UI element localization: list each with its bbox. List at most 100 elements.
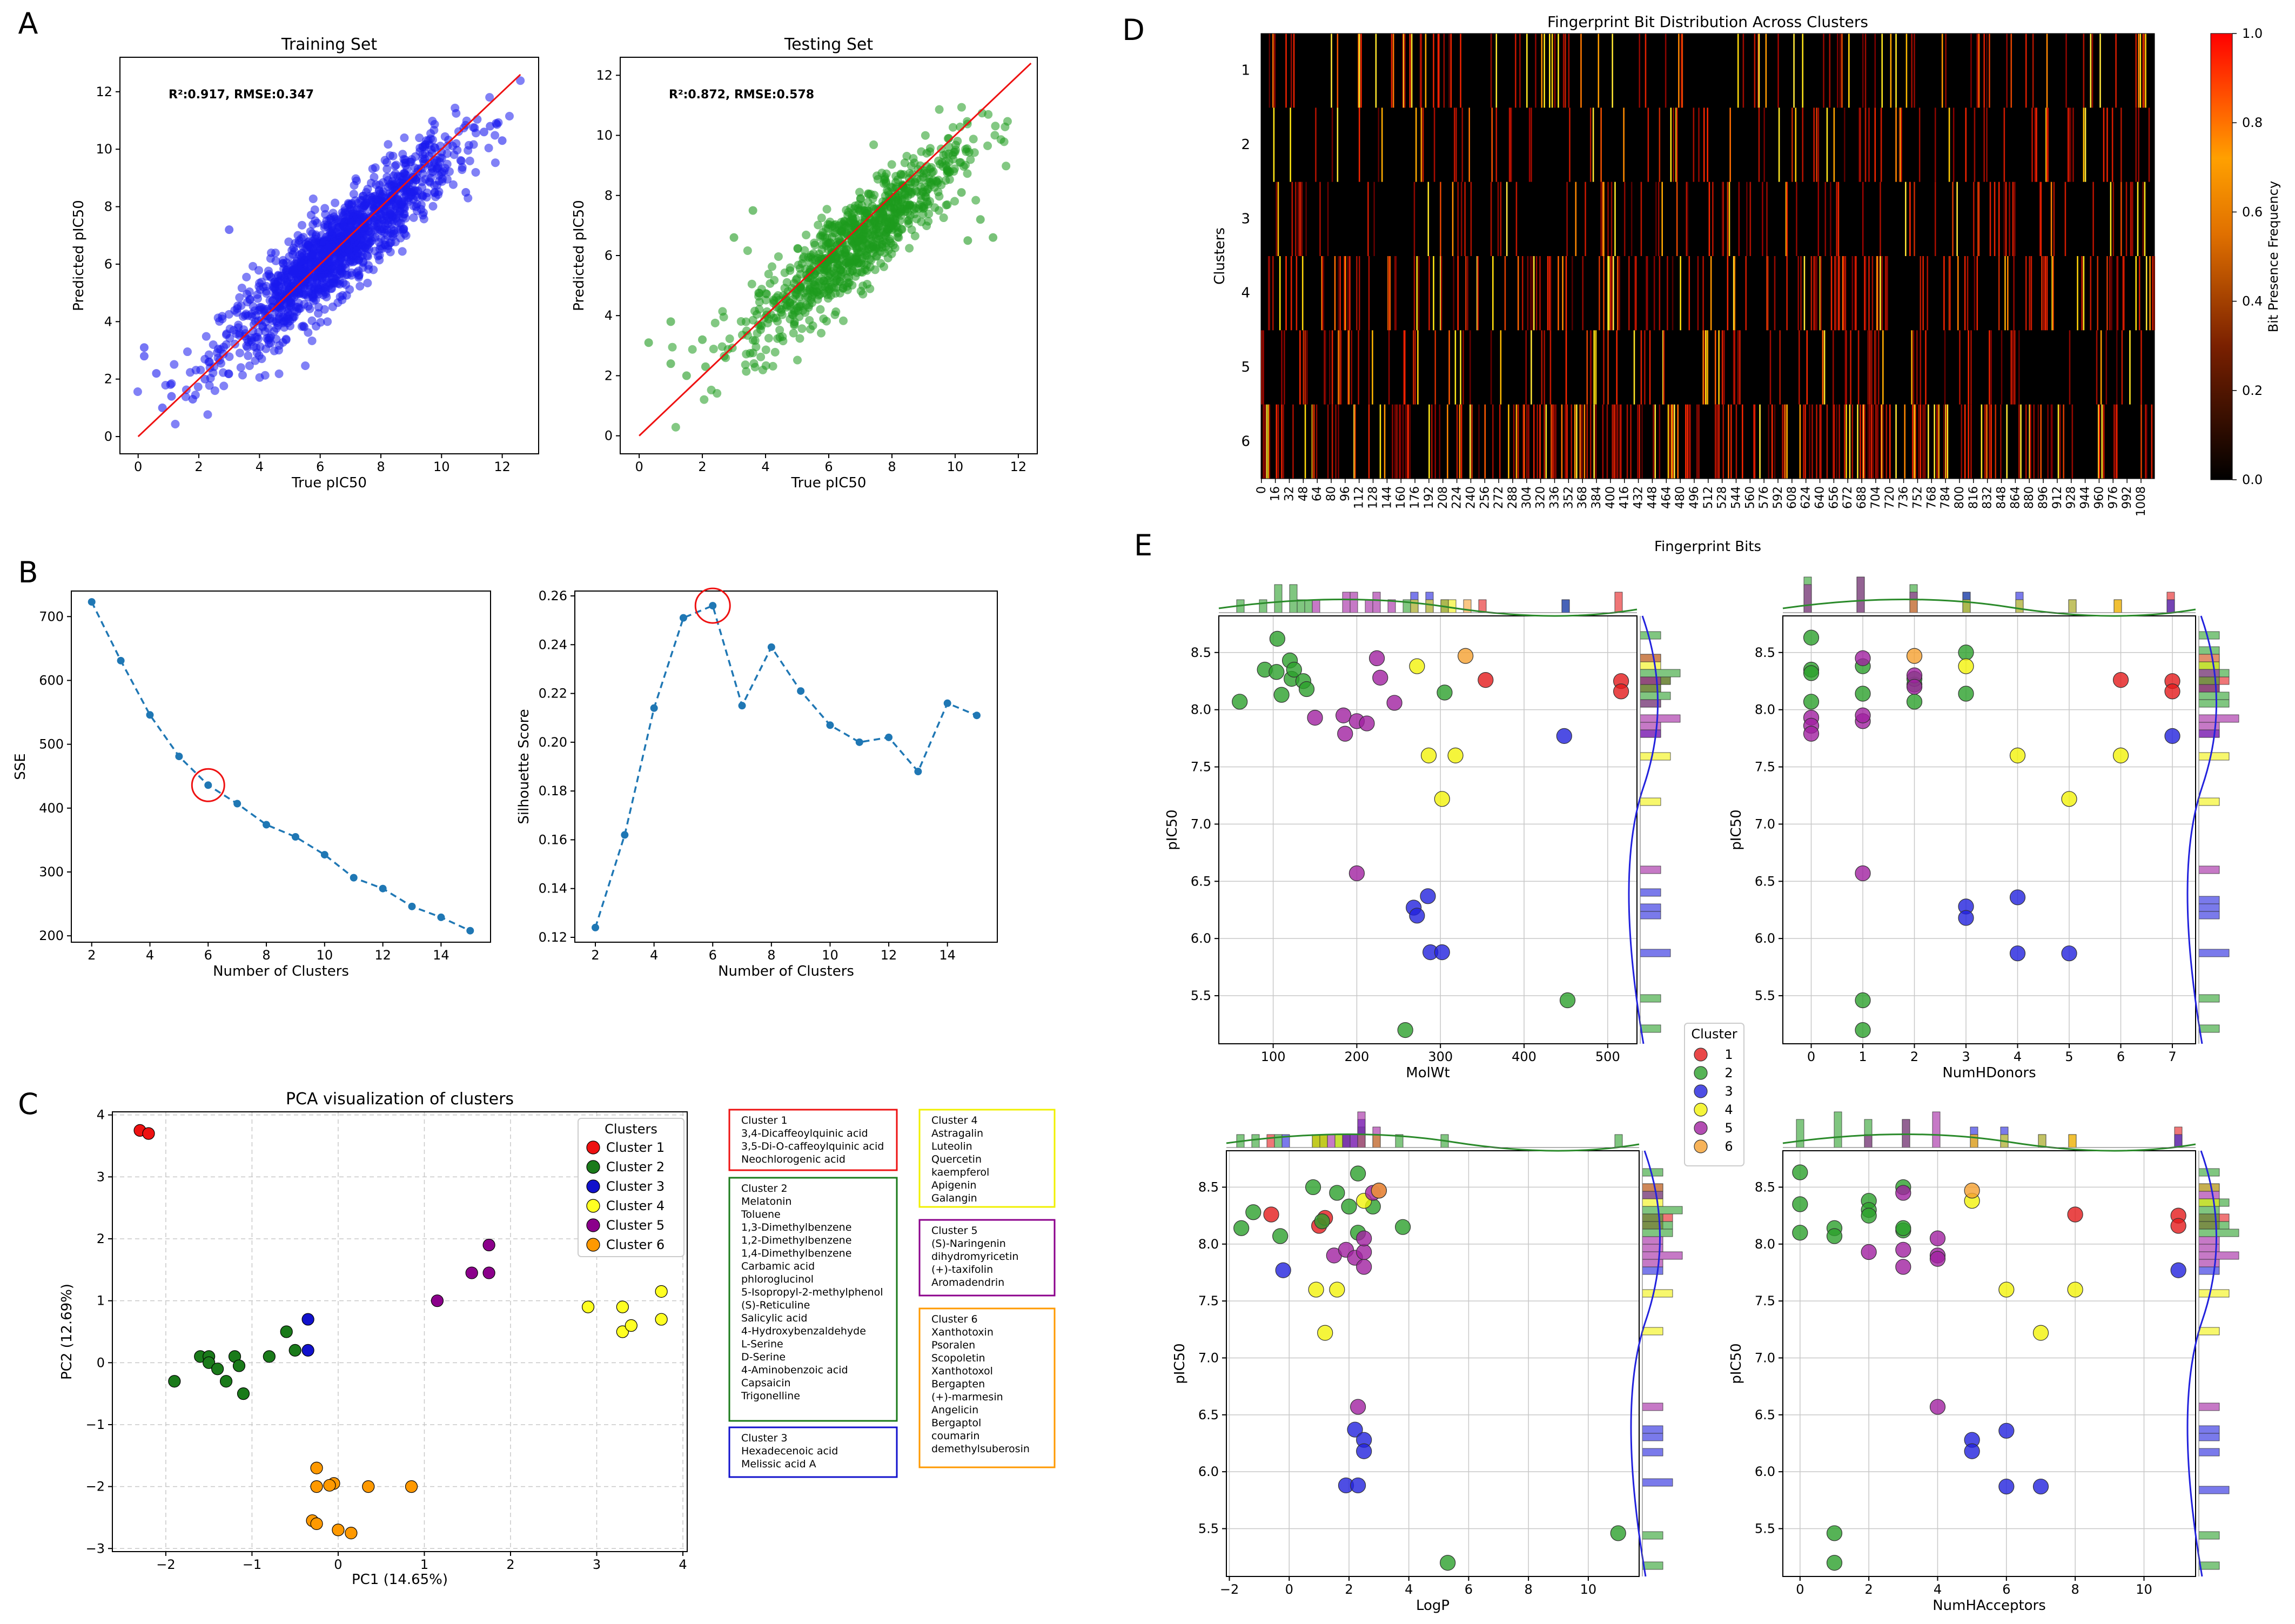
heatmap-cell: [1513, 404, 1515, 479]
marginal-bar: [1640, 888, 1661, 897]
kde-curve: [2186, 1150, 2217, 1577]
heatmap-cell: [1817, 182, 1820, 256]
data-point: [235, 348, 244, 358]
heatmap-cell: [1554, 33, 1556, 108]
x-tick-label: 8: [2071, 1582, 2079, 1597]
data-point: [400, 186, 409, 195]
heatmap-cell: [1749, 182, 1752, 256]
heatmap-cell: [1545, 404, 1547, 479]
heatmap-cell: [1598, 33, 1600, 108]
data-point: [225, 324, 234, 333]
heatmap-cell: [1868, 108, 1870, 182]
heatmap-cell: [1816, 404, 1817, 479]
marginal-bar: [1642, 1191, 1663, 1199]
cluster-2-point: [168, 1375, 181, 1388]
data-point: [431, 143, 440, 152]
data-point: [870, 265, 880, 274]
heatmap-cell: [1420, 33, 1422, 108]
heatmap-cell: [1948, 256, 1950, 331]
data-point: [428, 202, 438, 211]
heatmap-cell: [1881, 404, 1883, 479]
x-tick-label: 32: [1283, 486, 1296, 501]
heatmap-cell: [2009, 182, 2010, 256]
heatmap-cell: [1608, 256, 1610, 331]
data-point: [666, 359, 675, 368]
data-point: [983, 141, 992, 150]
heatmap-cell: [1890, 33, 1892, 108]
data-point: [1001, 122, 1010, 131]
heatmap-cell: [2000, 404, 2002, 479]
data-point: [742, 326, 751, 335]
data-point: [668, 343, 677, 352]
heatmap-cell: [1582, 256, 1583, 331]
heatmap-cell: [2081, 256, 2083, 331]
data-point: [957, 103, 966, 112]
data-point: [327, 284, 337, 293]
heatmap-cell: [1746, 182, 1748, 256]
x-tick-label: 96: [1339, 486, 1352, 501]
data-point: [337, 263, 346, 272]
heatmap-cell: [1989, 33, 1990, 108]
data-point: [764, 270, 773, 279]
heatmap-cell: [1422, 108, 1424, 182]
heatmap-cell: [2110, 182, 2112, 256]
marginal-bar: [1640, 729, 1661, 738]
data-point: [719, 312, 728, 321]
heatmap-cell: [1322, 256, 1324, 331]
heatmap-cell: [1433, 108, 1435, 182]
data-point: [996, 135, 1005, 144]
marginal-bar: [1274, 584, 1283, 613]
heatmap-cell: [1372, 330, 1373, 405]
heatmap-cell: [1727, 182, 1729, 256]
heatmap-cell: [1303, 330, 1305, 405]
cluster-2-point: [1305, 1179, 1321, 1196]
data-point: [751, 343, 761, 352]
y-tick-label: 300: [39, 864, 64, 880]
cluster-6-point: [332, 1524, 345, 1536]
data-point: [372, 218, 381, 227]
data-point: [485, 93, 494, 102]
heatmap-cell: [1863, 404, 1865, 479]
heatmap-cell: [1716, 404, 1718, 479]
cluster-4-point: [1447, 747, 1464, 763]
heatmap-cell: [2018, 330, 2020, 405]
x-tick-label: 208: [1437, 486, 1450, 509]
heatmap-cell: [1549, 256, 1551, 331]
heatmap-cell: [1562, 256, 1563, 331]
heatmap-cell: [1396, 404, 1398, 479]
heatmap-cell: [2083, 108, 2085, 182]
x-tick-label: 400: [1604, 486, 1618, 509]
compound-name: (+)-taxifolin: [931, 1264, 993, 1276]
y-axis-label: Predicted pIC50: [571, 200, 587, 311]
data-point: [349, 234, 358, 244]
x-tick-label: 4: [761, 459, 769, 474]
data-point: [782, 301, 791, 310]
heatmap-cell: [1735, 404, 1737, 479]
data-point: [950, 197, 959, 206]
heatmap-cell: [1427, 182, 1430, 256]
data-point: [273, 271, 283, 280]
data-point: [233, 304, 242, 313]
heatmap-cell: [1855, 256, 1857, 331]
compound-box-title: Cluster 2: [741, 1183, 788, 1194]
data-point: [451, 103, 460, 112]
heatmap-cell: [1634, 256, 1636, 331]
heatmap-cell: [1765, 33, 1767, 108]
heatmap-cell: [1698, 108, 1700, 182]
y-tick-label: 4: [97, 1108, 105, 1123]
compound-box-frame: [918, 1219, 1056, 1297]
data-point: [700, 395, 709, 404]
heatmap-cell: [1404, 33, 1406, 108]
legend-marker: [1694, 1103, 1708, 1117]
heatmap-cell: [1867, 330, 1869, 405]
heatmap-cell: [1375, 33, 1377, 108]
data-point: [710, 318, 720, 327]
legend-label: 3: [1724, 1084, 1733, 1099]
heatmap-cell: [1784, 404, 1786, 479]
data-point: [320, 287, 330, 297]
marginal-bar: [2198, 669, 2220, 677]
compound-box-frame: [918, 1307, 1056, 1468]
data-point: [869, 226, 878, 235]
marginal-bar: [1312, 1134, 1320, 1148]
heatmap-cell: [2065, 33, 2067, 108]
